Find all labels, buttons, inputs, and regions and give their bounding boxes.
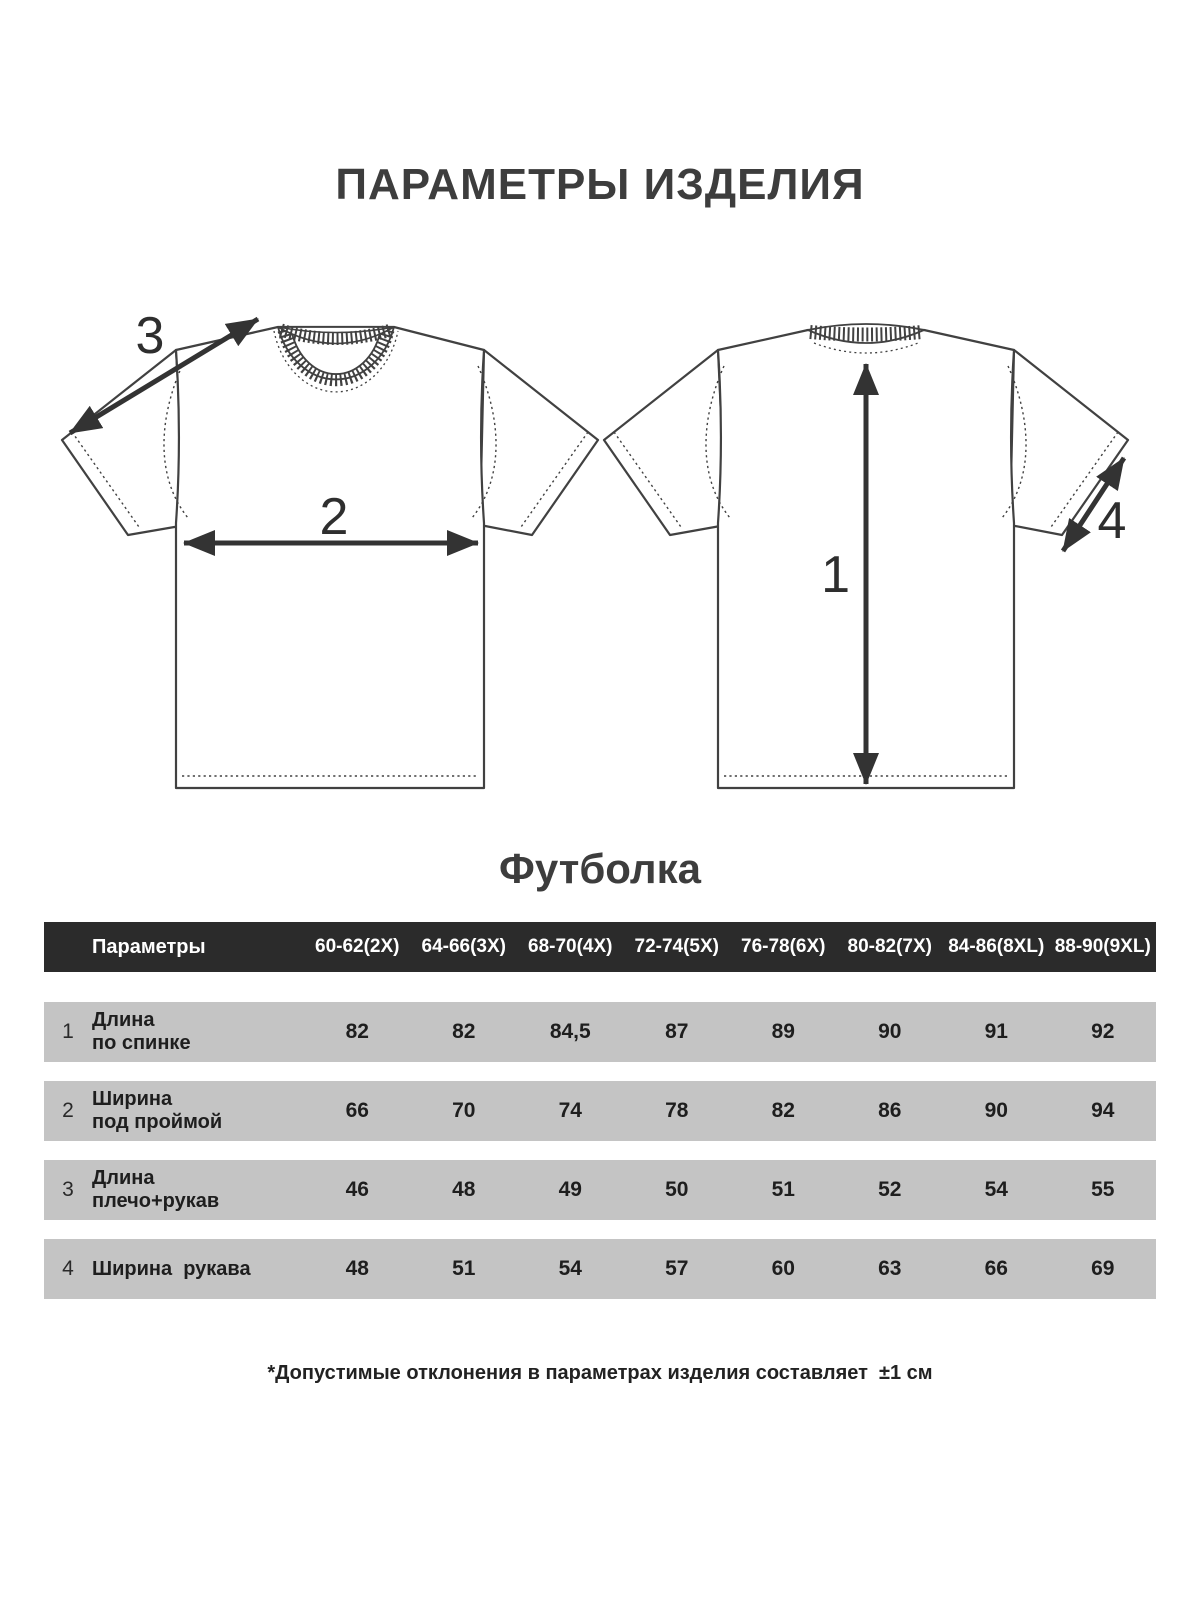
size-value-cell: 91 <box>984 1020 1008 1043</box>
size-value-cell: 48 <box>345 1257 369 1280</box>
size-value-cell: 49 <box>558 1178 582 1201</box>
size-value-cell: 74 <box>558 1099 582 1122</box>
row-number: 1 <box>62 1020 74 1043</box>
tshirt-measurement-diagram: 1 2 3 4 <box>60 307 1130 790</box>
row-parameter-label-line: по спинке <box>92 1032 191 1054</box>
front-left-sleeve <box>60 348 188 537</box>
measure-label-4: 4 <box>1098 492 1127 550</box>
front-backneck-ribbing <box>279 323 393 345</box>
size-value-cell: 69 <box>1091 1257 1115 1280</box>
size-value-cell: 54 <box>558 1257 582 1280</box>
page-title: ПАРАМЕТРЫ ИЗДЕЛИЯ <box>335 160 865 209</box>
front-collar-stitch <box>273 330 399 393</box>
size-value-cell: 92 <box>1091 1020 1115 1043</box>
size-value-cell: 94 <box>1091 1099 1115 1122</box>
front-left-armhole-seam <box>163 365 189 519</box>
header-param-label: Параметры <box>92 935 206 958</box>
row-parameter-label: Ширина рукава <box>92 1258 304 1281</box>
front-right-sleeve <box>478 348 600 537</box>
row-parameter-label-line: Ширина рукава <box>92 1257 251 1280</box>
size-value-cell: 52 <box>878 1178 902 1201</box>
size-value-cell: 66 <box>345 1099 369 1122</box>
size-table: Параметры 60-62(2X) 64-66(3X) 68-70(4X) 72-… <box>44 922 1156 1318</box>
size-value-cell: 70 <box>452 1099 476 1122</box>
header-size-col: 84-86(8XL) <box>948 936 1045 957</box>
size-value-cell: 54 <box>984 1178 1008 1201</box>
size-value-cell: 55 <box>1091 1178 1115 1201</box>
product-title: Футболка <box>499 845 701 892</box>
row-parameter-label-line: под проймой <box>92 1111 223 1133</box>
size-value-cell: 51 <box>771 1178 795 1201</box>
front-right-armhole-seam <box>471 365 497 519</box>
size-value-cell: 78 <box>665 1099 689 1122</box>
front-body <box>174 325 486 790</box>
measure-label-1: 1 <box>821 546 850 604</box>
header-size-col: 88-90(9XL) <box>1054 936 1151 957</box>
header-size-col: 76-78(6X) <box>741 936 826 957</box>
back-collar-ribbing <box>809 325 923 342</box>
back-left-armhole-seam <box>705 365 731 519</box>
size-value-cell: 63 <box>878 1257 902 1280</box>
row-parameter-label: Длина по спинке <box>92 1009 304 1055</box>
back-left-sleeve <box>602 348 728 537</box>
size-value-cell: 90 <box>878 1020 902 1043</box>
size-value-cell: 82 <box>452 1020 476 1043</box>
table-row: 3 Длина плечо+рукав 46 48 49 50 51 52 54 55 <box>44 1160 1156 1220</box>
row-parameter-label: Длина плечо+рукав <box>92 1167 304 1213</box>
size-value-cell: 51 <box>452 1257 476 1280</box>
measure-label-3: 3 <box>136 307 165 365</box>
front-collar-ribbing <box>277 328 395 387</box>
table-row: 4 Ширина рукава 48 51 54 57 60 63 66 69 <box>44 1239 1156 1299</box>
size-value-cell: 66 <box>984 1257 1008 1280</box>
size-value-cell: 82 <box>771 1099 795 1122</box>
table-row: 2 Ширина под проймой 66 70 74 78 82 86 90 94 <box>44 1081 1156 1141</box>
header-size-col: 72-74(5X) <box>634 936 720 957</box>
row-parameter-label-line: плечо+рукав <box>92 1190 220 1212</box>
header-size-col: 64-66(3X) <box>421 936 507 957</box>
size-value-cell: 87 <box>665 1020 689 1043</box>
row-number: 4 <box>62 1257 74 1280</box>
size-value-cell: 90 <box>984 1099 1008 1122</box>
row-number: 2 <box>62 1099 74 1122</box>
size-value-cell: 46 <box>345 1178 369 1201</box>
header-size-col: 60-62(2X) <box>315 936 400 957</box>
measure-arrow-3-shoulder-sleeve <box>68 316 260 436</box>
header-size-col: 68-70(4X) <box>528 936 613 957</box>
size-value-cell: 48 <box>452 1178 476 1201</box>
row-number: 3 <box>62 1178 74 1201</box>
table-header-row: Параметры 60-62(2X) 64-66(3X) 68-70(4X) 72-… <box>44 922 1156 972</box>
size-value-cell: 50 <box>665 1178 689 1201</box>
row-parameter-label-line: Длина <box>92 1167 155 1189</box>
row-parameter-label-line: Ширина <box>92 1088 173 1110</box>
row-parameter-label-line: Длина <box>92 1009 155 1031</box>
size-value-cell: 57 <box>665 1257 689 1280</box>
size-value-cell: 82 <box>345 1020 369 1043</box>
measure-arrow-4-sleeve-width <box>1060 456 1127 553</box>
back-right-armhole-seam <box>1001 365 1027 519</box>
header-size-col: 80-82(7X) <box>847 936 933 957</box>
front-tshirt-sketch <box>60 323 600 790</box>
back-collar-stitch <box>813 342 919 354</box>
row-parameter-label: Ширина под проймой <box>92 1088 304 1134</box>
size-value-cell: 60 <box>771 1257 795 1280</box>
table-row: 1 Длина по спинке 82 82 84,5 87 89 90 91 92 <box>44 1002 1156 1062</box>
measure-label-2: 2 <box>320 488 349 546</box>
size-value-cell: 86 <box>878 1099 902 1122</box>
tolerance-footnote: *Допустимые отклонения в параметрах изде… <box>267 1362 933 1384</box>
size-value-cell: 89 <box>771 1020 795 1043</box>
size-value-cell: 84,5 <box>549 1020 591 1043</box>
